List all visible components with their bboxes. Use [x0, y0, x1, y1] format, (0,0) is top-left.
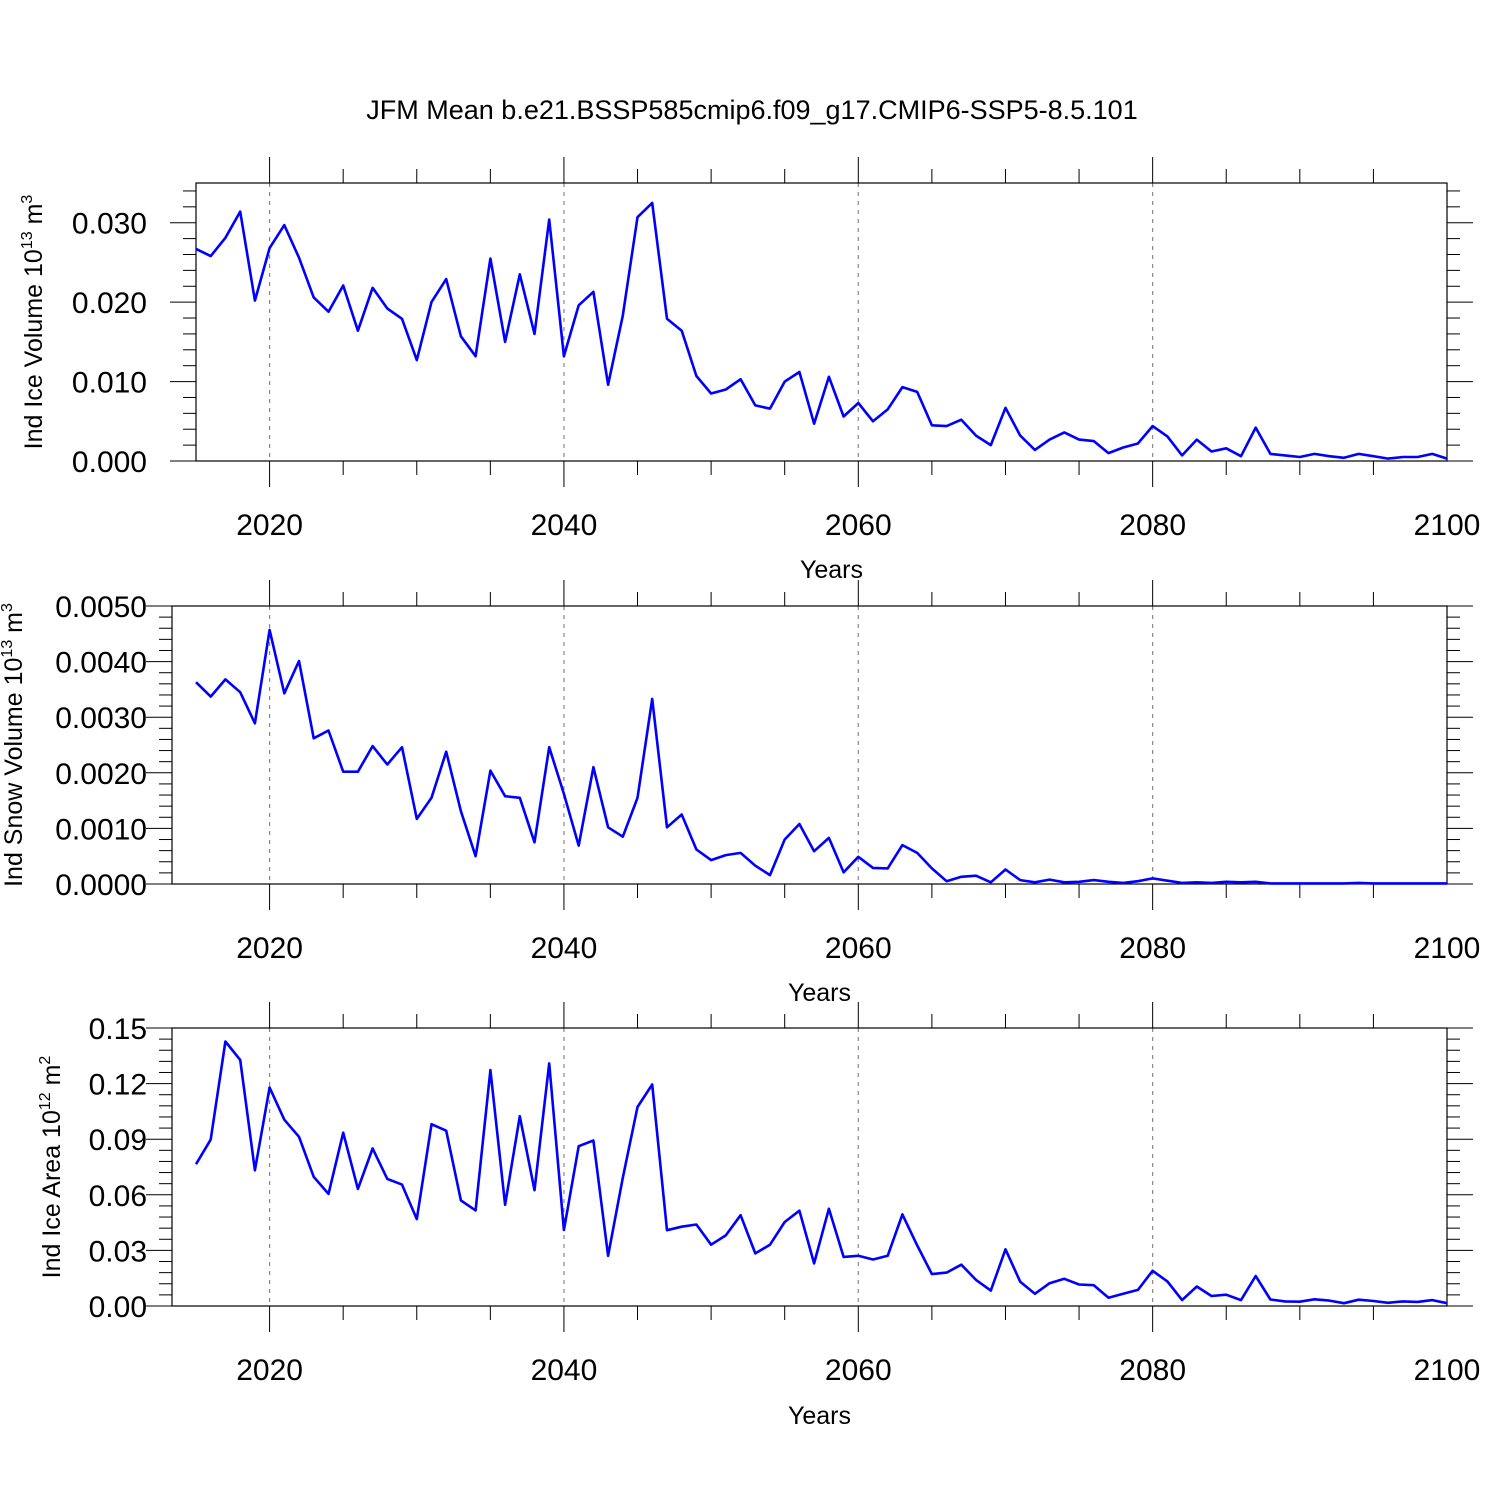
- y-tick-label: 0.010: [72, 367, 147, 400]
- y-tick-label: 0.0010: [55, 813, 147, 846]
- y-axis-title-part: Ind Ice Volume 10: [20, 249, 48, 449]
- y-tick-label: 0.0050: [55, 591, 147, 624]
- y-tick-label: 0.00: [89, 1291, 147, 1324]
- x-tick-label: 2040: [531, 932, 598, 965]
- y-axis-title-superscript: 13: [19, 231, 36, 249]
- x-axis-title: Years: [800, 556, 863, 584]
- y-axis-title-superscript: 2: [37, 1056, 54, 1065]
- y-axis-title: Ind Ice Area 1012 m2: [37, 1056, 66, 1279]
- y-axis-title-superscript: 12: [37, 1092, 54, 1110]
- y-tick-label: 0.03: [89, 1235, 147, 1268]
- y-tick-label: 0.0030: [55, 702, 147, 735]
- panel-3: 0.00 0.03 0.06 0.09 0.12 0.15 2020 2040 2060 2080…: [37, 1002, 1480, 1430]
- y-tick-label: 0.15: [89, 1013, 147, 1046]
- x-tick-label: 2040: [531, 1354, 598, 1387]
- panel-2: 0.0000 0.0010 0.0020 0.0030 0.0040 0.0050 2020…: [0, 580, 1480, 1007]
- x-tick-label: 2020: [236, 932, 303, 965]
- y-tick-label: 0.000: [72, 446, 147, 479]
- plot-frame: [171, 605, 1448, 885]
- y-tick-label: 0.06: [89, 1180, 147, 1213]
- x-tick-label: 2020: [236, 1354, 303, 1387]
- y-axis-title-superscript: 13: [0, 640, 16, 658]
- x-tick-label: 2060: [825, 932, 892, 965]
- series-line: [194, 1040, 1448, 1305]
- x-tick-label: 2080: [1119, 1354, 1186, 1387]
- series-line: [195, 628, 1447, 885]
- x-tick-label: 2100: [1414, 932, 1481, 965]
- x-tick-label: 2080: [1119, 509, 1186, 542]
- y-tick-label: 0.0020: [55, 758, 147, 791]
- series-line: [195, 201, 1448, 460]
- y-tick-label: 0.0000: [55, 869, 147, 902]
- y-tick-label: 0.12: [89, 1069, 147, 1102]
- x-tick-label: 2080: [1119, 932, 1186, 965]
- x-tick-label: 2020: [236, 509, 303, 542]
- y-axis-title-superscript: 3: [19, 195, 36, 204]
- y-tick-label: 0.0040: [55, 647, 147, 680]
- plot-frame: [171, 1027, 1448, 1307]
- x-axis-title: Years: [788, 979, 851, 1007]
- x-tick-label: 2100: [1414, 509, 1481, 542]
- figure-title: JFM Mean b.e21.BSSP585cmip6.f09_g17.CMIP…: [366, 95, 1137, 125]
- panels: 0.000 0.010 0.020 0.030 2020 2040 2060 2080 2100…: [0, 157, 1480, 1430]
- y-tick-label: 0.030: [72, 208, 147, 241]
- y-tick-label: 0.020: [72, 287, 147, 320]
- plot-frame: [195, 182, 1448, 462]
- y-axis-title-part: Ind Snow Volume 10: [0, 658, 28, 887]
- y-tick-label: 0.09: [89, 1124, 147, 1157]
- y-axis-title-part: m: [20, 204, 48, 232]
- y-axis-title-part: m: [38, 1065, 66, 1093]
- panel-1: 0.000 0.010 0.020 0.030 2020 2040 2060 2080 2100…: [19, 157, 1480, 584]
- y-axis-title-part: Ind Ice Area 10: [38, 1110, 66, 1278]
- x-tick-label: 2060: [825, 509, 892, 542]
- x-tick-label: 2100: [1414, 1354, 1481, 1387]
- x-axis-title: Years: [788, 1402, 851, 1430]
- y-axis-title: Ind Snow Volume 1013 m3: [0, 603, 28, 887]
- y-axis-title-part: m: [0, 612, 28, 640]
- y-axis-title-superscript: 3: [0, 603, 16, 612]
- x-tick-label: 2040: [531, 509, 598, 542]
- x-tick-label: 2060: [825, 1354, 892, 1387]
- y-axis-title: Ind Ice Volume 1013 m3: [19, 195, 48, 450]
